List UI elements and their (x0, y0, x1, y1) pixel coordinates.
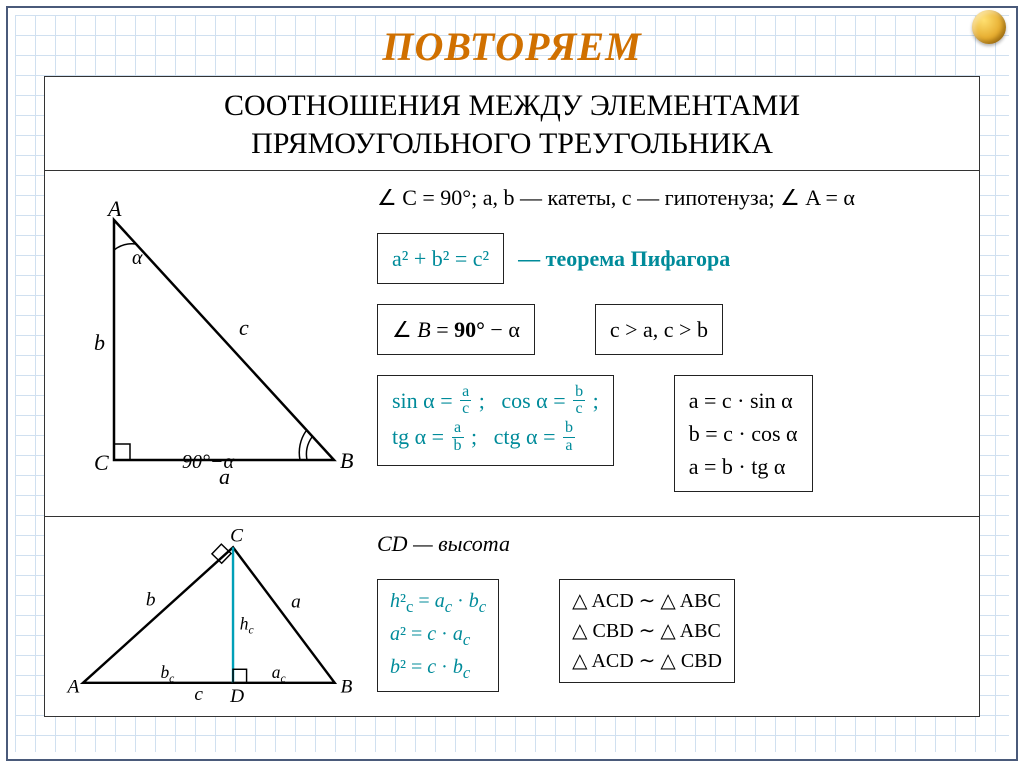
side-a-tg: a = b · tg α (689, 454, 786, 479)
panel-heading: СООТНОШЕНИЯ МЕЖДУ ЭЛЕМЕНТАМИ ПРЯМОУГОЛЬН… (45, 77, 979, 171)
svg-text:bc: bc (160, 662, 175, 685)
svg-text:a: a (291, 591, 301, 612)
ctg-label: ctg α = (494, 424, 561, 449)
definition-line: ∠ C = 90°; a, b — катеты, c — гипотенуза… (377, 185, 965, 211)
sim-2: △ CBD ∼ △ ABC (572, 620, 721, 642)
similarity-box: △ ACD ∼ △ ABC △ CBD ∼ △ ABC △ ACD ∼ △ CB… (559, 579, 735, 683)
svg-text:ac: ac (272, 662, 287, 685)
row-angle-ineq: ∠ B = 90° − α c > a, c > b (377, 294, 965, 365)
svg-text:hc: hc (240, 614, 255, 637)
sides-box: a = c · sin α b = c · cos α a = b · tg α (674, 375, 813, 492)
sin-label: sin α = (392, 388, 458, 413)
formulas-1: ∠ C = 90°; a, b — катеты, c — гипотенуза… (363, 171, 979, 516)
sim-3: △ ACD ∼ △ CBD (572, 650, 722, 672)
sim-1: △ ACD ∼ △ ABC (572, 590, 721, 612)
height-box: h²c = ac · bc a² = c · ac b² = c · bc (377, 579, 499, 692)
cos-label: cos α = (501, 388, 571, 413)
pythagoras-box: a² + b² = c² (377, 233, 504, 284)
triangle1-figure: A B C α 90°−α b a c (45, 171, 363, 516)
heading-line-1: СООТНОШЕНИЯ МЕЖДУ ЭЛЕМЕНТАМИ (224, 89, 800, 122)
side-b: b = c · cos α (689, 421, 798, 446)
main-panel: СООТНОШЕНИЯ МЕЖДУ ЭЛЕМЕНТАМИ ПРЯМОУГОЛЬН… (44, 76, 980, 717)
svg-text:C: C (94, 450, 109, 475)
row-height-sim: h²c = ac · bc a² = c · ac b² = c · bc △ … (377, 569, 965, 702)
formulas-2: CD — высота h²c = ac · bc a² = c · ac b²… (363, 517, 979, 716)
pythagoras-label: — теорема Пифагора (518, 246, 730, 272)
svg-text:b: b (146, 589, 156, 610)
svg-text:c: c (194, 684, 203, 705)
section-1: A B C α 90°−α b a c ∠ C = 90°; a, b — ка… (45, 171, 979, 516)
svg-text:B: B (340, 448, 353, 473)
content-area: ПОВТОРЯЕМ СООТНОШЕНИЯ МЕЖДУ ЭЛЕМЕНТАМИ П… (20, 15, 1004, 752)
angle-b-box: ∠ B = 90° − α (377, 304, 535, 355)
coin-icon (972, 10, 1006, 44)
svg-text:B: B (340, 677, 352, 698)
side-a: a = c · sin α (689, 388, 793, 413)
svg-text:c: c (239, 315, 249, 340)
heading-line-2: ПРЯМОУГОЛЬНОГО ТРЕУГОЛЬНИКА (251, 127, 773, 160)
svg-text:b: b (94, 330, 105, 355)
svg-text:a: a (219, 464, 230, 489)
section-2: A B C D b a c bc ac hc CD — высота h²c =… (45, 516, 979, 716)
row-trig-sides: sin α = ac ; cos α = bc ; tg α = ab ; ct… (377, 365, 965, 502)
page-title: ПОВТОРЯЕМ (20, 23, 1004, 70)
triangle1-svg: A B C α 90°−α b a c (54, 200, 354, 490)
svg-text:A: A (106, 200, 122, 221)
tg-label: tg α = (392, 424, 450, 449)
cd-height: CD — высота (377, 531, 965, 557)
triangle2-svg: A B C D b a c bc ac hc (54, 525, 354, 710)
trig-box: sin α = ac ; cos α = bc ; tg α = ab ; ct… (377, 375, 614, 466)
svg-text:D: D (229, 686, 244, 707)
ineq-box: c > a, c > b (595, 304, 723, 355)
triangle2-figure: A B C D b a c bc ac hc (45, 517, 363, 716)
svg-text:A: A (66, 677, 80, 698)
svg-text:C: C (230, 526, 244, 547)
svg-text:α: α (132, 247, 143, 269)
